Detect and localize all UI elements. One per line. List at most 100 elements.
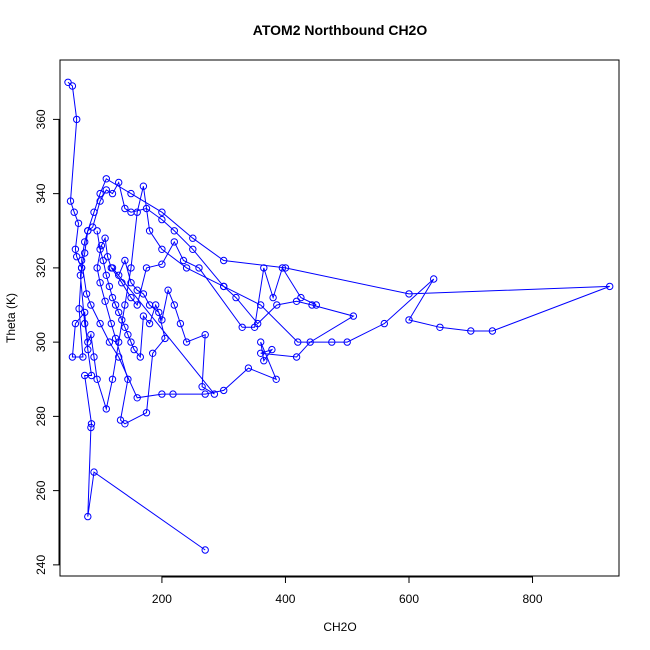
data-point — [108, 375, 117, 383]
y-axis-label: Theta (K) — [4, 293, 18, 343]
data-point — [93, 227, 101, 235]
data-point — [405, 290, 413, 298]
y-tick-label: 240 — [34, 555, 48, 575]
data-point — [87, 423, 95, 432]
data-point — [102, 175, 111, 183]
data-point — [201, 390, 209, 398]
data-point — [97, 241, 106, 250]
data-point — [84, 512, 92, 521]
data-point — [66, 197, 75, 205]
data-point — [73, 115, 81, 124]
data-point — [158, 316, 166, 324]
data-point — [127, 279, 135, 287]
data-point — [76, 271, 85, 279]
data-point — [201, 331, 209, 339]
data-point — [133, 286, 141, 294]
data-point — [127, 293, 135, 302]
data-point — [127, 338, 135, 346]
data-point — [306, 338, 314, 346]
data-point — [75, 305, 83, 313]
data-point — [349, 312, 358, 320]
data-point — [87, 331, 95, 339]
x-tick-label: 200 — [152, 592, 172, 606]
data-point — [195, 264, 203, 272]
x-tick-label: 400 — [275, 592, 295, 606]
data-point — [101, 297, 109, 305]
data-point — [297, 293, 305, 302]
data-point — [87, 420, 96, 428]
data-point — [430, 275, 438, 283]
x-tick-label: 800 — [523, 592, 543, 606]
data-point — [84, 338, 92, 346]
data-point — [164, 286, 172, 294]
data-point — [121, 420, 129, 428]
data-point — [64, 78, 72, 87]
y-tick-label: 300 — [34, 332, 48, 352]
data-point — [115, 271, 123, 279]
data-point — [111, 334, 120, 343]
data-point — [102, 405, 111, 413]
data-point — [182, 338, 191, 346]
data-point — [292, 297, 301, 305]
data-point — [70, 208, 78, 216]
data-point — [121, 301, 129, 309]
data-point — [158, 208, 166, 216]
data-point — [96, 245, 104, 254]
data-point — [436, 323, 444, 331]
data-point — [189, 245, 197, 254]
data-point — [115, 353, 123, 361]
data-point — [145, 319, 154, 328]
data-point — [145, 301, 154, 309]
data-point — [273, 301, 281, 309]
data-point — [105, 282, 114, 291]
data-point — [142, 204, 151, 213]
data-point — [71, 245, 80, 254]
data-point — [169, 390, 177, 398]
y-tick-label: 260 — [34, 480, 48, 500]
data-point — [133, 394, 141, 402]
data-point — [182, 264, 191, 272]
data-point — [142, 264, 151, 272]
data-point — [269, 293, 277, 302]
data-point — [93, 264, 101, 272]
data-point — [127, 208, 135, 216]
data-point — [158, 215, 166, 224]
data-point — [158, 260, 166, 268]
data-point — [343, 338, 351, 346]
data-point — [102, 271, 111, 279]
data-point — [606, 282, 614, 291]
data-point — [158, 245, 166, 254]
data-point — [294, 338, 302, 346]
data-point — [111, 301, 120, 309]
data-point — [312, 301, 320, 309]
data-point — [108, 189, 117, 198]
data-point — [93, 375, 101, 383]
data-point — [155, 308, 163, 317]
series-layer — [64, 78, 614, 554]
data-point — [101, 234, 109, 242]
data-point — [189, 234, 197, 242]
data-point — [108, 293, 117, 302]
series-line — [67, 81, 610, 551]
data-point — [96, 279, 104, 287]
data-point — [488, 327, 497, 335]
data-point — [130, 345, 138, 354]
data-point — [161, 334, 169, 343]
data-point — [244, 364, 253, 372]
data-point — [142, 409, 151, 417]
data-point — [96, 189, 104, 198]
data-point — [292, 353, 301, 361]
data-point — [238, 323, 246, 331]
data-point — [99, 256, 107, 265]
data-point — [405, 316, 413, 324]
data-point — [79, 353, 87, 361]
data-point — [116, 416, 125, 424]
data-point — [158, 390, 166, 398]
data-point — [257, 338, 265, 346]
data-point — [84, 227, 92, 235]
data-point — [121, 256, 129, 265]
data-point — [467, 327, 475, 335]
data-point — [68, 82, 77, 90]
data-point — [250, 323, 259, 331]
